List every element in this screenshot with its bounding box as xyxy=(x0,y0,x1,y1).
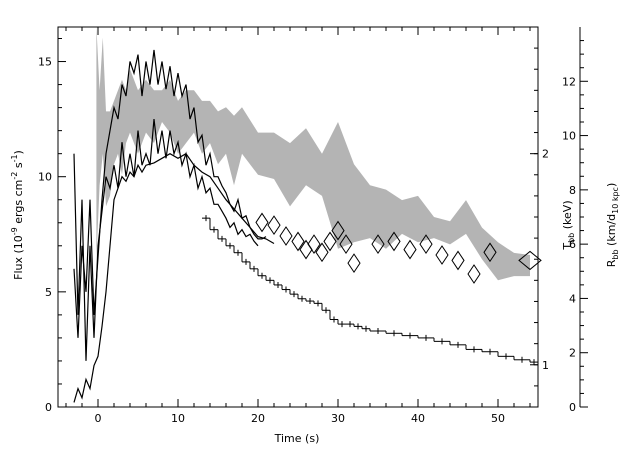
x-tick-label: 40 xyxy=(411,412,425,425)
radius-point xyxy=(323,231,337,252)
radius-tick-label: 10 xyxy=(562,130,576,143)
flux-curve-a xyxy=(73,49,267,338)
radius-point xyxy=(347,253,361,274)
temp-tick-label: 1 xyxy=(542,359,549,372)
flux-title-part: ergs cm xyxy=(12,180,25,228)
radius-title-part: R xyxy=(605,259,618,267)
radius-title-sub: bb xyxy=(611,249,620,259)
flux-tick-label: 10 xyxy=(38,171,52,184)
radius-tick-label: 4 xyxy=(569,292,576,305)
radius-point xyxy=(435,245,449,265)
radius-diamond-layer xyxy=(255,212,542,284)
radius-tick-label: 12 xyxy=(562,75,576,88)
temp-title-part: (keV) xyxy=(561,200,574,232)
radius-tick-label: 8 xyxy=(569,184,576,197)
radius-point xyxy=(307,234,321,255)
radius-axis-title: Rbb (km/d10 kpc) xyxy=(605,183,620,268)
radius-tick-label: 2 xyxy=(569,347,576,360)
radius-point xyxy=(467,264,481,284)
axes-layer xyxy=(57,26,581,408)
radius-point xyxy=(315,242,329,263)
temperature-band-layer xyxy=(96,27,531,281)
flux-title-part: Flux (10 xyxy=(12,235,25,280)
temperature-axis-title: Tbb (keV) xyxy=(561,200,576,250)
radius-point xyxy=(403,239,417,260)
flux-title-sup: -1 xyxy=(10,154,19,162)
flux-tick-label: 0 xyxy=(45,401,52,414)
x-tick-label: 30 xyxy=(331,412,345,425)
radius-title-sub: 10 kpc xyxy=(611,187,620,214)
radius-point xyxy=(371,234,385,255)
flux-curve-c xyxy=(73,152,275,403)
temp-title-part: T xyxy=(561,243,574,251)
flux-tick-label: 15 xyxy=(38,56,52,69)
radius-point xyxy=(387,231,401,252)
radius-tick-label: 0 xyxy=(569,401,576,414)
radius-point xyxy=(451,250,465,271)
radius-point xyxy=(483,242,497,263)
radius-point xyxy=(267,215,281,236)
x-tick-label: 20 xyxy=(251,412,265,425)
radius-point xyxy=(279,226,293,246)
radius-point xyxy=(331,220,345,241)
flux-tick-label: 5 xyxy=(45,286,52,299)
flux-curve-b xyxy=(73,119,259,361)
flux-title-sup: -9 xyxy=(10,227,19,235)
flux-title-part: s xyxy=(12,162,25,171)
flux-curves-layer xyxy=(73,49,275,403)
temperature-band xyxy=(96,27,531,281)
radius-point xyxy=(518,250,542,271)
x-axis-title: Time (s) xyxy=(274,432,320,445)
flux-step-layer xyxy=(202,215,538,366)
x-tick-label: 0 xyxy=(95,412,102,425)
flux-title-part: ) xyxy=(12,150,25,154)
radius-point xyxy=(339,234,353,255)
radius-tick-label: 6 xyxy=(569,238,576,251)
radius-title-part: (km/d xyxy=(605,214,618,250)
temp-title-sub: bb xyxy=(567,233,576,243)
x-tick-label: 50 xyxy=(491,412,505,425)
radius-point xyxy=(419,234,433,255)
radius-title-part: ) xyxy=(605,183,618,187)
flux-title-sup: -2 xyxy=(10,172,19,180)
radius-point xyxy=(299,239,313,260)
flux-axis-title: Flux (10-9 ergs cm-2 s-1) xyxy=(10,150,25,280)
temp-tick-label: 2 xyxy=(542,148,549,161)
radius-point xyxy=(255,212,269,233)
x-tick-label: 10 xyxy=(171,412,185,425)
radius-point xyxy=(291,231,305,252)
